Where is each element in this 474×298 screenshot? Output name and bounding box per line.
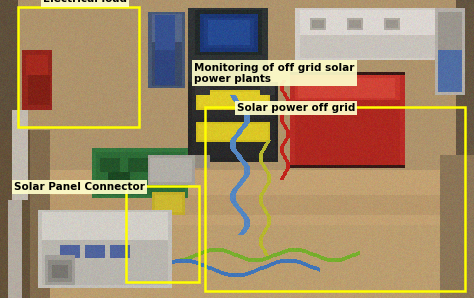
Text: Monitoring of off grid solar
power plants: Monitoring of off grid solar power plant… — [194, 63, 355, 84]
Bar — [18, 7, 139, 127]
Text: Solar Panel Connector: Solar Panel Connector — [14, 182, 145, 192]
Text: Electrical load: Electrical load — [43, 0, 127, 4]
Bar — [126, 186, 199, 282]
Text: Solar power off grid: Solar power off grid — [237, 103, 356, 113]
Bar — [205, 107, 465, 291]
